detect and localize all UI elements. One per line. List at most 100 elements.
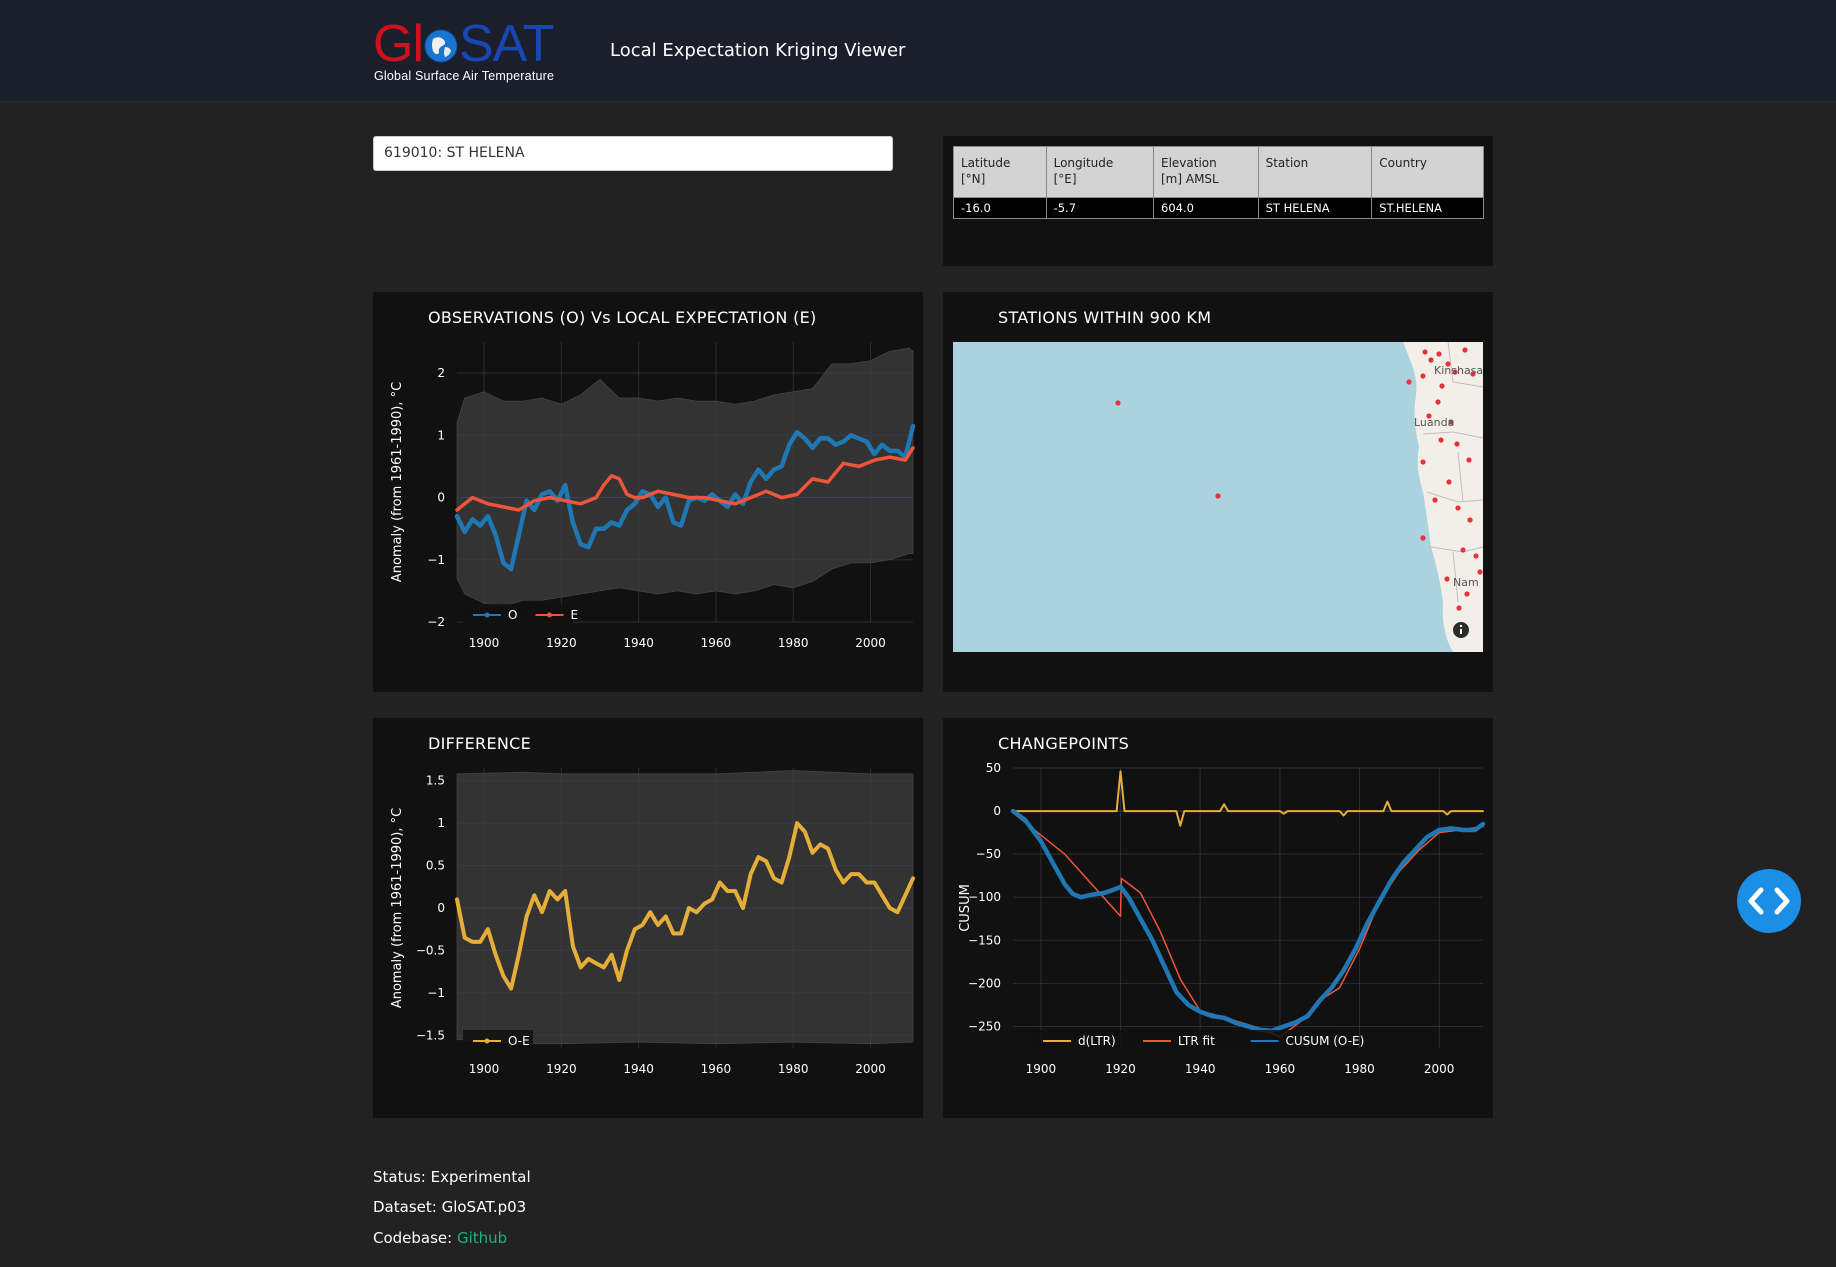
x-tick-label: 1920 xyxy=(546,636,577,650)
station-dropdown[interactable]: 619010: ST HELENA xyxy=(373,136,893,171)
series-line-1[interactable] xyxy=(455,446,915,512)
station-marker[interactable] xyxy=(1428,357,1434,363)
data-point xyxy=(1462,829,1464,831)
data-point xyxy=(1140,892,1141,894)
data-point xyxy=(788,444,790,446)
data-point xyxy=(603,966,605,968)
station-marker[interactable] xyxy=(1422,349,1428,355)
data-point xyxy=(1092,894,1094,896)
station-marker[interactable] xyxy=(1115,400,1121,406)
data-point xyxy=(626,493,628,495)
stations-map[interactable]: Kinshasa Luanda Nam xyxy=(953,342,1483,652)
data-point xyxy=(456,515,458,517)
data-point xyxy=(773,469,775,471)
series-line-0[interactable] xyxy=(454,423,916,572)
station-marker[interactable] xyxy=(1420,459,1426,465)
map-canvas[interactable]: Kinshasa Luanda Nam xyxy=(953,342,1483,652)
data-point xyxy=(734,503,736,505)
y-tick-label: −100 xyxy=(968,890,1001,904)
data-point xyxy=(672,521,674,523)
github-link[interactable]: Github xyxy=(457,1229,508,1247)
table-header-cell: Latitude [°N] xyxy=(953,146,1047,198)
code-toggle-button[interactable] xyxy=(1737,869,1801,933)
data-point xyxy=(842,441,844,443)
data-point xyxy=(1279,810,1281,812)
x-tick-label: 1980 xyxy=(1344,1062,1375,1076)
station-marker[interactable] xyxy=(1464,591,1470,597)
data-point xyxy=(518,534,520,536)
data-point xyxy=(1339,987,1341,989)
data-point xyxy=(587,546,589,548)
data-point xyxy=(487,515,489,517)
x-tick-label: 1960 xyxy=(701,1062,732,1076)
station-marker[interactable] xyxy=(1466,457,1472,463)
difference-chart[interactable]: 1900 1920 1940 1960 1980 2000 −1.5 −1 −0.5 0 0.5 1 1… xyxy=(373,718,923,1118)
station-marker[interactable] xyxy=(1452,369,1458,375)
x-tick-label: 1920 xyxy=(1105,1062,1136,1076)
station-marker[interactable] xyxy=(1420,535,1426,541)
station-marker[interactable] xyxy=(1444,576,1450,582)
globe-icon xyxy=(424,29,458,63)
station-marker[interactable] xyxy=(1460,547,1466,553)
data-point xyxy=(881,444,883,446)
data-point xyxy=(587,958,589,960)
station-marker[interactable] xyxy=(1439,383,1445,389)
data-point xyxy=(618,478,620,480)
glosat-logo[interactable]: Gl SAT Global Surface Air Temperature xyxy=(373,18,573,86)
station-marker[interactable] xyxy=(1445,361,1451,367)
data-point xyxy=(897,911,898,913)
legend-label: E xyxy=(571,608,579,622)
station-marker[interactable] xyxy=(1455,505,1461,511)
data-point xyxy=(812,447,813,449)
dataset-line: Dataset: GloSAT.p03 xyxy=(373,1198,526,1216)
data-point xyxy=(472,941,473,943)
observations-chart[interactable]: 1900 1920 1940 1960 1980 2000 −2 −1 0 1 2 Anomaly (… xyxy=(373,292,923,692)
series-line-0[interactable] xyxy=(455,821,915,991)
data-point xyxy=(827,481,829,483)
station-marker[interactable] xyxy=(1435,399,1441,405)
data-point xyxy=(595,497,597,499)
data-point xyxy=(642,924,643,926)
station-marker[interactable] xyxy=(1448,419,1454,425)
data-point xyxy=(526,916,528,917)
data-point xyxy=(642,497,643,499)
series-line-2[interactable] xyxy=(1010,808,1486,1034)
data-point xyxy=(1223,803,1225,805)
station-marker[interactable] xyxy=(1420,373,1426,379)
data-point xyxy=(1438,829,1440,831)
station-marker[interactable] xyxy=(1456,605,1462,611)
info-icon[interactable] xyxy=(1453,622,1469,638)
data-point xyxy=(626,509,628,511)
data-point xyxy=(657,924,659,926)
data-point xyxy=(711,493,713,495)
map-label-luanda: Luanda xyxy=(1414,416,1454,429)
data-point xyxy=(1482,823,1484,825)
map-label-kinshasa: Kinshasa xyxy=(1434,364,1483,377)
station-marker[interactable] xyxy=(1432,497,1438,503)
x-tick-label: 1900 xyxy=(1026,1062,1057,1076)
station-marker[interactable] xyxy=(1406,379,1412,385)
codebase-label: Codebase: xyxy=(373,1229,453,1247)
y-tick-label: −1 xyxy=(427,986,445,1000)
station-marker[interactable] xyxy=(1454,441,1460,447)
y-tick-label: −150 xyxy=(968,933,1001,947)
data-point xyxy=(672,493,674,495)
station-marker[interactable] xyxy=(1473,553,1479,559)
station-marker[interactable] xyxy=(1438,437,1444,443)
station-marker[interactable] xyxy=(1446,479,1452,485)
station-marker[interactable] xyxy=(1215,493,1221,499)
station-marker[interactable] xyxy=(1462,347,1468,353)
table-header-cell: Longitude [°E] xyxy=(1045,146,1155,198)
station-marker[interactable] xyxy=(1436,351,1442,357)
changepoints-chart[interactable]: 1900 1920 1940 1960 1980 2000 50 0 −50 −100 −150 −2… xyxy=(943,718,1493,1118)
data-point xyxy=(827,437,829,439)
data-point xyxy=(595,962,597,964)
station-marker[interactable] xyxy=(1426,413,1432,419)
x-tick-label: 1940 xyxy=(623,636,654,650)
station-marker[interactable] xyxy=(1470,371,1476,377)
station-marker[interactable] xyxy=(1467,517,1473,523)
station-marker[interactable] xyxy=(1477,569,1483,575)
data-point xyxy=(680,933,682,934)
data-point xyxy=(549,890,551,892)
data-point xyxy=(912,877,914,879)
